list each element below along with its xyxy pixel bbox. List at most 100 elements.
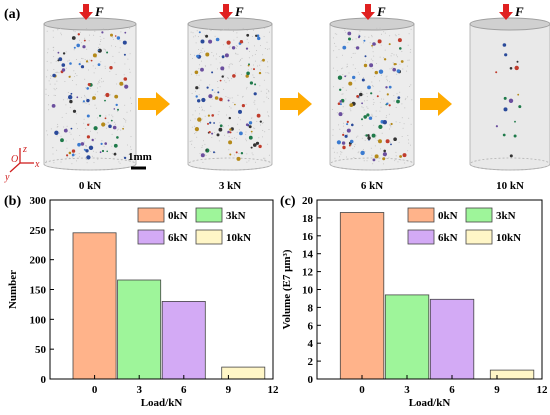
pore-mark	[257, 36, 261, 41]
surface-speck	[69, 131, 71, 133]
pore-mark	[106, 51, 109, 54]
axis-z-label: z	[22, 144, 27, 155]
surface-speck	[97, 87, 98, 89]
pore-mark	[88, 145, 94, 150]
cylinder-top	[329, 17, 415, 31]
surface-speck	[370, 58, 372, 60]
surface-speck	[99, 36, 101, 38]
surface-speck	[341, 68, 342, 70]
panel-a-figure: (a) 0 kN 3 kN 6 kN 10 kN F F F F 1mm z O x y	[4, 4, 550, 192]
pore-mark	[393, 137, 397, 141]
legend-swatch	[195, 207, 223, 223]
surface-speck	[408, 142, 410, 144]
surface-speck	[98, 81, 100, 83]
surface-speck	[258, 137, 260, 139]
surface-speck	[364, 151, 366, 152]
bar-3kN	[117, 279, 162, 380]
sample-load-label: 10 kN	[496, 180, 524, 192]
surface-speck	[262, 136, 263, 138]
pore-mark	[342, 133, 345, 136]
surface-speck	[67, 60, 69, 62]
pore-mark	[342, 45, 347, 50]
pore-mark	[390, 143, 392, 146]
surface-speck	[56, 135, 58, 137]
surface-speck	[105, 123, 107, 125]
pore-mark	[123, 77, 128, 81]
surface-speck	[103, 145, 105, 147]
surface-speck	[120, 129, 122, 131]
surface-speck	[403, 123, 405, 125]
pore-mark	[86, 87, 89, 90]
surface-speck	[264, 27, 266, 29]
pore-mark	[213, 122, 216, 124]
pore-mark	[60, 138, 64, 143]
surface-speck	[191, 140, 193, 142]
surface-speck	[349, 101, 351, 103]
pore-mark	[208, 39, 213, 44]
surface-speck	[104, 49, 106, 50]
surface-speck	[342, 67, 344, 69]
pore-mark	[80, 65, 85, 69]
pore-mark	[348, 81, 353, 86]
pore-mark	[101, 122, 106, 127]
pore-mark	[363, 115, 368, 119]
pore-mark	[254, 83, 257, 86]
surface-speck	[53, 162, 55, 164]
pore-mark	[197, 99, 201, 103]
surface-speck	[268, 91, 270, 93]
surface-speck	[111, 153, 113, 155]
surface-speck	[93, 162, 95, 164]
y-tick-label: 18	[302, 213, 314, 225]
pore-mark	[219, 124, 223, 128]
pore-mark	[240, 152, 244, 155]
pore-mark	[503, 96, 507, 100]
surface-speck	[217, 68, 218, 70]
pore-mark	[378, 139, 382, 144]
pore-mark	[70, 127, 73, 130]
surface-speck	[248, 57, 250, 59]
surface-speck	[210, 30, 212, 32]
pore-mark	[256, 113, 261, 118]
surface-speck	[224, 134, 225, 136]
surface-speck	[202, 161, 204, 163]
surface-speck	[347, 133, 348, 135]
pore-mark	[386, 93, 389, 96]
surface-speck	[358, 33, 360, 35]
pore-mark	[253, 143, 257, 147]
surface-speck	[379, 148, 381, 150]
surface-speck	[204, 34, 206, 36]
surface-speck	[230, 107, 232, 109]
surface-speck	[54, 95, 56, 96]
pore-mark	[517, 93, 520, 96]
pore-mark	[101, 31, 104, 34]
legend-label: 6kN	[438, 232, 458, 244]
panel-a: (a) 0 kN 3 kN 6 kN 10 kN F F F F 1mm z O x y	[0, 0, 550, 195]
surface-speck	[379, 56, 381, 58]
surface-speck	[384, 32, 386, 34]
pore-mark	[219, 97, 223, 102]
x-tick-label: 3	[136, 384, 142, 396]
surface-speck	[116, 83, 118, 85]
surface-speck	[236, 138, 238, 140]
pore-mark	[211, 71, 214, 74]
surface-speck	[60, 32, 62, 34]
pore-mark	[68, 151, 72, 155]
surface-speck	[255, 161, 256, 163]
surface-speck	[63, 126, 65, 128]
surface-speck	[245, 138, 247, 140]
surface-speck	[361, 106, 363, 108]
pore-mark	[86, 155, 91, 160]
pore-mark	[514, 120, 516, 123]
y-tick-label: 6	[308, 320, 314, 332]
pore-mark	[217, 91, 220, 94]
pore-mark	[71, 36, 76, 40]
pore-mark	[227, 130, 230, 134]
surface-speck	[125, 121, 127, 123]
surface-speck	[48, 104, 50, 106]
surface-speck	[211, 52, 213, 53]
surface-speck	[120, 31, 122, 33]
surface-speck	[252, 55, 254, 57]
pore-mark	[114, 35, 117, 37]
pore-mark	[86, 114, 90, 118]
surface-speck	[334, 33, 336, 35]
